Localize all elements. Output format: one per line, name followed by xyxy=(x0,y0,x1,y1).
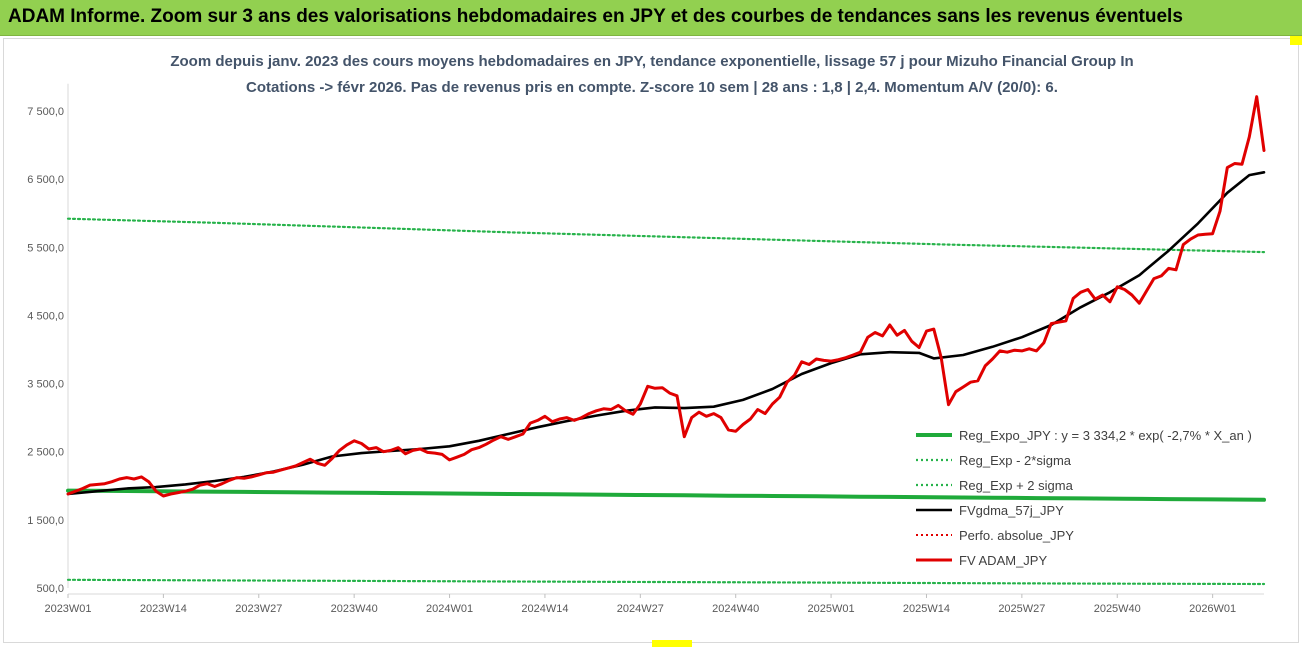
y-tick-label: 7 500,0 xyxy=(27,106,64,118)
x-tick-label: 2023W01 xyxy=(44,603,91,615)
x-tick-label: 2025W14 xyxy=(903,603,950,615)
bottom-marker xyxy=(652,640,692,647)
series-line-2 xyxy=(66,217,1266,254)
y-tick-label: 2 500,0 xyxy=(27,447,64,459)
x-tick-label: 2023W27 xyxy=(235,603,282,615)
legend-label-2: Reg_Exp + 2 sigma xyxy=(959,478,1074,493)
x-tick-label: 2023W40 xyxy=(331,603,378,615)
corner-marker xyxy=(1290,36,1302,45)
series-line-1 xyxy=(66,578,1266,586)
series-line-5 xyxy=(66,95,1266,498)
x-tick-label: 2026W01 xyxy=(1189,603,1236,615)
x-tick-label: 2025W01 xyxy=(808,603,855,615)
y-tick-label: 5 500,0 xyxy=(27,242,64,254)
y-tick-label: 1 500,0 xyxy=(27,515,64,527)
legend-label-0: Reg_Expo_JPY : y = 3 334,2 * exp( -2,7% … xyxy=(959,428,1252,443)
x-tick-label: 2025W40 xyxy=(1094,603,1141,615)
x-tick-label: 2024W14 xyxy=(521,603,568,615)
series-line-3 xyxy=(66,171,1266,496)
y-tick-label: 4 500,0 xyxy=(27,310,64,322)
chart-subtitle: Cotations -> févr 2026. Pas de revenus p… xyxy=(246,79,1058,96)
x-tick-label: 2023W14 xyxy=(140,603,187,615)
report-banner: ADAM Informe. Zoom sur 3 ans des valoris… xyxy=(0,0,1302,36)
legend-label-5: FV ADAM_JPY xyxy=(959,553,1047,568)
y-tick-label: 3 500,0 xyxy=(27,379,64,391)
legend-label-4: Perfo. absolue_JPY xyxy=(959,528,1074,543)
series-line-0 xyxy=(66,488,1266,502)
x-tick-label: 2024W40 xyxy=(712,603,759,615)
x-tick-label: 2024W01 xyxy=(426,603,473,615)
x-tick-label: 2025W27 xyxy=(998,603,1045,615)
y-tick-label: 500,0 xyxy=(36,583,64,595)
y-tick-label: 6 500,0 xyxy=(27,174,64,186)
x-tick-label: 2024W27 xyxy=(617,603,664,615)
report-title: ADAM Informe. Zoom sur 3 ans des valoris… xyxy=(8,6,1183,27)
chart-title: Zoom depuis janv. 2023 des cours moyens … xyxy=(170,53,1134,70)
legend-label-3: FVgdma_57j_JPY xyxy=(959,503,1064,518)
chart-frame: Zoom depuis janv. 2023 des cours moyens … xyxy=(3,38,1299,643)
legend-label-1: Reg_Exp - 2*sigma xyxy=(959,453,1072,468)
